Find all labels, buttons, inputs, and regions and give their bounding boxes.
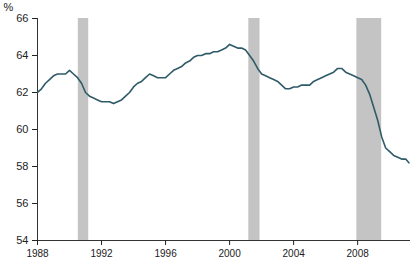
svg-text:66: 66: [16, 12, 28, 24]
svg-text:1992: 1992: [90, 248, 113, 259]
svg-text:58: 58: [16, 160, 28, 172]
svg-text:54: 54: [16, 234, 28, 246]
svg-text:64: 64: [16, 49, 28, 61]
svg-text:2008: 2008: [347, 248, 370, 259]
svg-text:62: 62: [16, 86, 28, 98]
svg-text:2004: 2004: [283, 248, 306, 259]
svg-text:60: 60: [16, 123, 28, 135]
svg-text:56: 56: [16, 197, 28, 209]
svg-text:2000: 2000: [218, 248, 241, 259]
svg-text:%: %: [4, 1, 14, 13]
svg-text:1988: 1988: [26, 248, 49, 259]
svg-text:1996: 1996: [154, 248, 177, 259]
